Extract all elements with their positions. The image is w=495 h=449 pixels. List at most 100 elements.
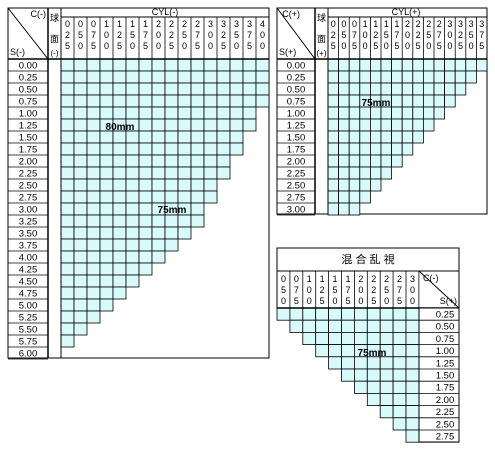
availability-cell xyxy=(391,70,403,84)
zone-75mm-label: 75mm xyxy=(362,98,391,109)
availability-cell xyxy=(164,166,179,180)
availability-cell xyxy=(475,58,488,72)
availability-cell xyxy=(138,118,153,132)
availability-cell xyxy=(86,250,101,264)
availability-cell xyxy=(60,94,75,108)
availability-cell xyxy=(348,202,361,216)
sphere-header-char-2: 面 xyxy=(50,34,59,44)
corner-diagonal xyxy=(7,7,49,60)
availability-cell xyxy=(422,82,435,96)
availability-cell xyxy=(73,310,88,324)
availability-cell xyxy=(86,118,101,132)
availability-cell xyxy=(112,286,127,300)
availability-cell xyxy=(348,166,361,180)
availability-cell xyxy=(125,274,140,288)
availability-cell xyxy=(348,106,361,120)
availability-cell xyxy=(422,70,435,84)
availability-cell xyxy=(242,58,257,72)
availability-cell xyxy=(433,106,446,120)
availability-cell xyxy=(229,94,244,108)
availability-cell xyxy=(433,82,446,96)
availability-cell xyxy=(164,178,179,192)
availability-cell xyxy=(327,178,340,192)
availability-cell xyxy=(177,178,192,192)
availability-cell xyxy=(216,166,231,180)
availability-cell xyxy=(242,70,257,84)
availability-cell xyxy=(366,307,381,321)
availability-cell xyxy=(391,58,403,72)
availability-cell xyxy=(289,319,304,333)
sph-row-header: 2.00 xyxy=(436,395,455,406)
availability-cell xyxy=(216,82,231,96)
zone-75mm-label: 75mm xyxy=(158,205,187,216)
availability-cell xyxy=(99,154,114,168)
availability-cell xyxy=(99,226,114,240)
availability-cell xyxy=(327,166,340,180)
availability-cell xyxy=(164,70,179,84)
availability-cell xyxy=(164,58,179,72)
availability-cell xyxy=(327,202,340,216)
availability-cell xyxy=(216,94,231,108)
availability-cell xyxy=(125,70,140,84)
availability-cell xyxy=(60,58,75,72)
availability-cell xyxy=(327,106,340,120)
availability-cell xyxy=(412,94,424,108)
sph-row-header: 3.25 xyxy=(19,217,38,228)
availability-cell xyxy=(327,130,340,144)
availability-cell xyxy=(138,130,153,144)
availability-cell xyxy=(60,166,75,180)
availability-cell xyxy=(405,331,420,345)
availability-cell xyxy=(348,118,361,132)
availability-cell xyxy=(60,322,75,336)
availability-cell xyxy=(380,166,393,180)
availability-cell xyxy=(151,58,166,72)
availability-cell xyxy=(151,130,166,144)
sph-row-header: 1.50 xyxy=(19,133,38,144)
availability-cell xyxy=(348,190,361,204)
availability-cell xyxy=(380,154,393,168)
availability-cell xyxy=(328,344,342,358)
availability-cell xyxy=(348,130,361,144)
sphere-header-char-1: 球 xyxy=(50,12,59,23)
availability-cell xyxy=(190,70,205,84)
availability-cell xyxy=(391,94,403,108)
availability-cell xyxy=(422,106,435,120)
availability-cell xyxy=(112,238,127,252)
availability-cell xyxy=(190,58,205,72)
availability-cell xyxy=(125,238,140,252)
availability-cell xyxy=(112,82,127,96)
availability-cell xyxy=(412,82,424,96)
availability-cell xyxy=(112,250,127,264)
availability-cell xyxy=(379,331,394,345)
availability-cell xyxy=(60,238,75,252)
availability-cell xyxy=(369,178,382,192)
availability-cell xyxy=(338,82,350,96)
availability-cell xyxy=(338,202,350,216)
availability-cell xyxy=(73,298,88,312)
availability-cell xyxy=(338,130,350,144)
availability-cell xyxy=(216,106,231,120)
availability-cell xyxy=(366,331,381,345)
availability-cell xyxy=(405,319,420,333)
cyl-header-label: CYL(-) xyxy=(152,7,179,17)
availability-cell xyxy=(125,94,140,108)
availability-cell xyxy=(138,70,153,84)
sph-row-header: 0.00 xyxy=(19,61,38,72)
availability-cell xyxy=(86,310,101,324)
availability-cell xyxy=(177,58,192,72)
availability-cell xyxy=(392,417,407,431)
availability-cell xyxy=(338,190,350,204)
availability-cell xyxy=(60,178,75,192)
availability-cell xyxy=(86,130,101,144)
availability-cell xyxy=(138,226,153,240)
availability-cell xyxy=(151,178,166,192)
